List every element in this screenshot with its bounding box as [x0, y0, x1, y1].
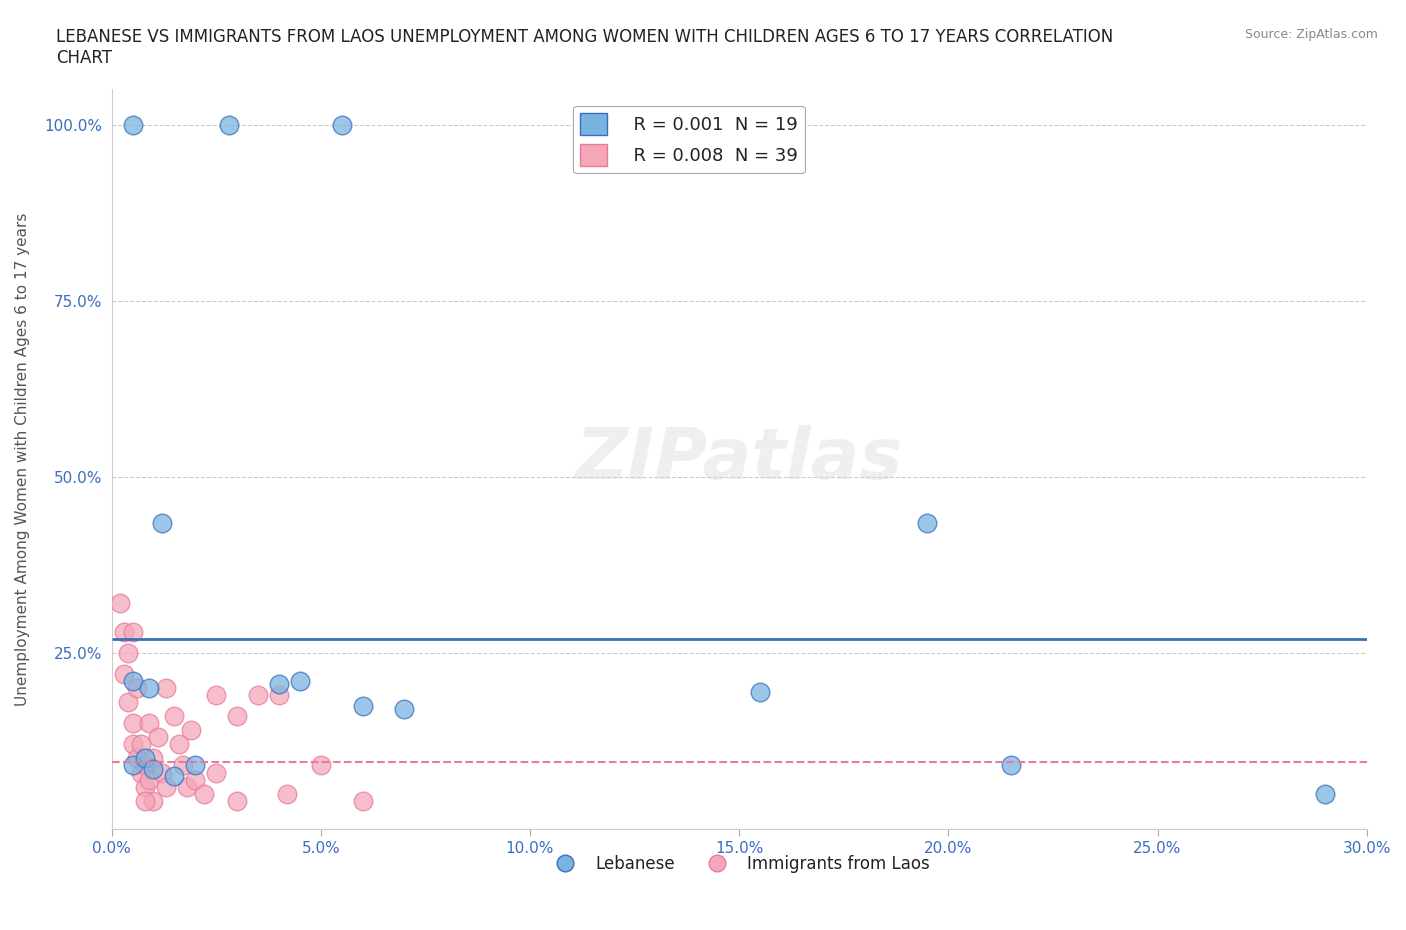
Point: [288, 673, 311, 688]
Point: [330, 117, 353, 132]
Point: [121, 758, 143, 773]
Point: [1313, 786, 1336, 801]
Point: [226, 793, 249, 808]
Point: [121, 117, 143, 132]
Point: [167, 737, 190, 751]
Point: [138, 681, 160, 696]
Y-axis label: Unemployment Among Women with Children Ages 6 to 17 years: Unemployment Among Women with Children A…: [15, 212, 30, 706]
Point: [267, 687, 290, 702]
Point: [193, 786, 215, 801]
Point: [247, 687, 270, 702]
Point: [142, 793, 165, 808]
Point: [125, 681, 148, 696]
Point: [226, 709, 249, 724]
Legend: Lebanese, Immigrants from Laos: Lebanese, Immigrants from Laos: [543, 848, 936, 880]
Point: [163, 709, 186, 724]
Point: [352, 698, 374, 713]
Point: [125, 751, 148, 766]
Point: [134, 793, 156, 808]
Point: [917, 515, 939, 530]
Point: [394, 702, 416, 717]
Point: [146, 730, 169, 745]
Point: [163, 768, 186, 783]
Point: [121, 716, 143, 731]
Point: [129, 737, 152, 751]
Point: [112, 624, 135, 639]
Point: [276, 786, 298, 801]
Point: [150, 515, 173, 530]
Point: [142, 762, 165, 777]
Point: [117, 695, 139, 710]
Point: [267, 677, 290, 692]
Point: [205, 765, 228, 780]
Point: [134, 758, 156, 773]
Point: [184, 758, 207, 773]
Point: [138, 716, 160, 731]
Point: [138, 772, 160, 787]
Point: [142, 751, 165, 766]
Point: [121, 673, 143, 688]
Point: [108, 596, 131, 611]
Point: [352, 793, 374, 808]
Point: [121, 624, 143, 639]
Point: [155, 681, 177, 696]
Text: ZIPatlas: ZIPatlas: [575, 425, 903, 494]
Point: [155, 779, 177, 794]
Point: [129, 765, 152, 780]
Point: [205, 687, 228, 702]
Point: [218, 117, 240, 132]
Point: [749, 684, 772, 699]
Point: [309, 758, 332, 773]
Text: LEBANESE VS IMMIGRANTS FROM LAOS UNEMPLOYMENT AMONG WOMEN WITH CHILDREN AGES 6 T: LEBANESE VS IMMIGRANTS FROM LAOS UNEMPLO…: [56, 28, 1114, 67]
Point: [134, 779, 156, 794]
Point: [1000, 758, 1022, 773]
Point: [121, 737, 143, 751]
Text: Source: ZipAtlas.com: Source: ZipAtlas.com: [1244, 28, 1378, 41]
Point: [117, 645, 139, 660]
Point: [176, 779, 198, 794]
Point: [184, 772, 207, 787]
Point: [172, 758, 194, 773]
Point: [150, 765, 173, 780]
Point: [134, 751, 156, 766]
Point: [112, 667, 135, 682]
Point: [180, 723, 202, 737]
